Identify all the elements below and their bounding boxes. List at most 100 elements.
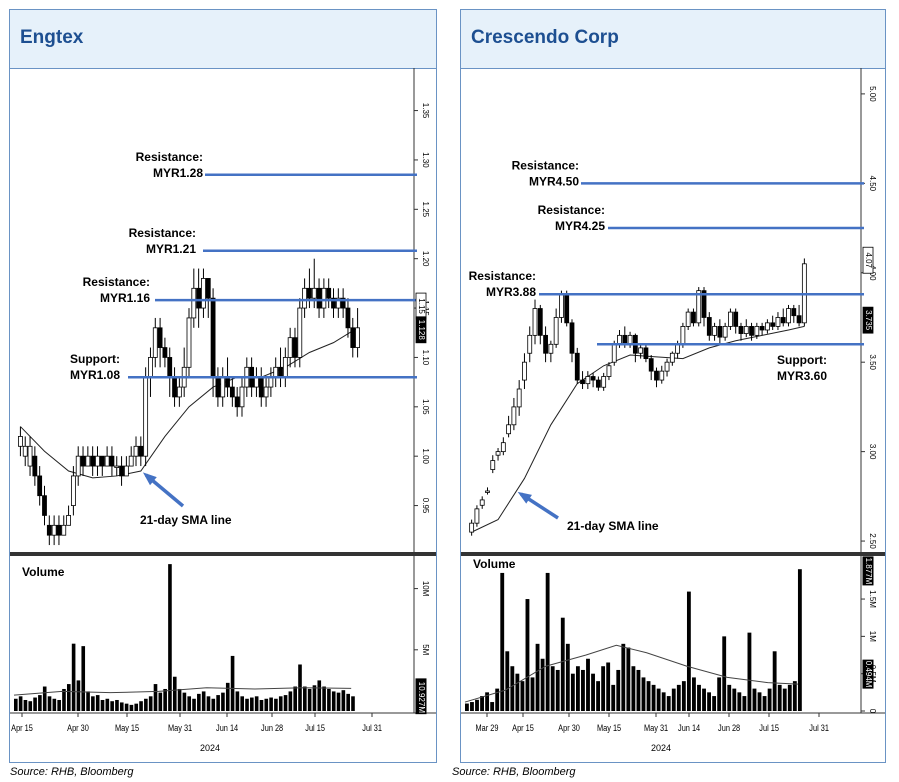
- volume-bar: [601, 666, 606, 711]
- candle-body: [595, 379, 601, 388]
- volume-bar: [727, 684, 732, 711]
- y-tick-label: 2.50: [868, 533, 877, 549]
- volume-bar: [14, 698, 18, 711]
- candle-body: [167, 357, 173, 378]
- level-label: Resistance:: [129, 226, 196, 240]
- volume-bar: [322, 686, 326, 711]
- candle-body: [775, 317, 781, 327]
- candle-body: [786, 308, 791, 324]
- level-label: Resistance:: [136, 150, 203, 164]
- x-tick-label: Apr 15: [11, 723, 33, 733]
- candle-body: [109, 455, 115, 467]
- candle-body: [172, 376, 177, 398]
- volume-bar: [712, 696, 717, 711]
- candle-body: [574, 352, 580, 381]
- candle-body: [292, 337, 298, 358]
- volume-bar: [66, 684, 71, 711]
- volume-bar: [757, 692, 762, 711]
- candle-body: [297, 307, 303, 358]
- candle-body: [580, 379, 585, 385]
- volume-bar: [177, 688, 182, 711]
- candle-body: [123, 465, 129, 477]
- level-label: Resistance:: [538, 203, 605, 217]
- candle-body: [152, 327, 158, 358]
- candle-body: [691, 311, 696, 324]
- volume-bar: [153, 684, 158, 711]
- volume-bar: [480, 696, 484, 711]
- panel-header: Engtex: [10, 10, 436, 69]
- volume-bar: [651, 684, 656, 711]
- volume-bar: [565, 643, 570, 711]
- candle-body: [712, 326, 717, 336]
- volume-tick-label: 1.5M: [868, 590, 877, 608]
- volume-bar: [293, 686, 297, 711]
- candle-body: [780, 317, 786, 324]
- level-value: MYR4.25: [555, 219, 605, 233]
- volume-bar: [646, 681, 651, 711]
- source-note: Source: RHB, Bloomberg: [452, 766, 576, 778]
- candle-body: [234, 396, 240, 408]
- candle-body: [559, 293, 564, 318]
- volume-bar: [697, 684, 701, 711]
- candle-body: [469, 522, 475, 533]
- volume-bar: [762, 696, 767, 711]
- x-tick-label: Mar 29: [476, 723, 499, 733]
- price-label: 1.128: [417, 320, 426, 341]
- price-label: 3.735: [864, 310, 873, 331]
- volume-bar: [134, 703, 139, 711]
- volume-bar: [535, 643, 540, 711]
- volume-bar: [81, 646, 86, 711]
- x-tick-label: Apr 15: [512, 723, 534, 733]
- candle-body: [511, 406, 517, 426]
- volume-bar: [797, 569, 802, 711]
- volume-bar: [752, 688, 757, 711]
- candle-body: [95, 455, 100, 467]
- volume-bar: [225, 682, 230, 711]
- candle-body: [51, 524, 57, 536]
- source-note: Source: RHB, Bloomberg: [10, 766, 134, 778]
- volume-bar: [18, 696, 23, 711]
- volume-bar: [732, 688, 737, 711]
- volume-bar: [560, 617, 565, 711]
- candle-body: [114, 465, 120, 468]
- level-value: MYR1.16: [100, 291, 150, 305]
- candle-body: [287, 337, 293, 358]
- volume-bar: [475, 699, 479, 711]
- level-value: MYR1.08: [70, 368, 120, 382]
- candle-body: [104, 455, 110, 467]
- candle-body: [56, 524, 62, 536]
- candle-body: [717, 326, 723, 338]
- x-tick-label: Jul 31: [362, 723, 382, 733]
- x-tick-label: May 15: [115, 723, 140, 733]
- x-tick-label: Jun 14: [678, 723, 701, 733]
- x-tick-label: Jun 28: [261, 723, 284, 733]
- volume-bar: [570, 673, 575, 711]
- volume-sma-line: [464, 644, 798, 703]
- volume-bar: [221, 692, 225, 711]
- sma-line: [471, 325, 805, 533]
- candle-body: [754, 326, 760, 336]
- volume-bar: [264, 698, 269, 711]
- candle-body: [659, 370, 665, 381]
- volume-bar: [76, 680, 81, 711]
- volume-bar: [777, 684, 782, 711]
- volume-bar: [158, 692, 163, 711]
- candle-body: [495, 451, 501, 456]
- candle-body: [85, 455, 91, 467]
- volume-bar: [550, 666, 555, 711]
- y-tick-label: 3.50: [868, 354, 877, 370]
- volume-bar: [42, 686, 47, 711]
- candle-body: [70, 475, 76, 506]
- volume-bar: [351, 696, 355, 711]
- volume-bar: [530, 677, 535, 711]
- volume-bar: [525, 599, 530, 711]
- candle-body: [590, 376, 596, 381]
- candle-body: [196, 287, 202, 309]
- y-tick-label: 0.95: [421, 498, 430, 514]
- volume-bar: [163, 688, 167, 711]
- engtex-chart: 1.35 1.30 1.25 1.20 1.15 1.10 1.05 1.00 0.95 Resi…: [10, 68, 436, 753]
- candle-body: [527, 334, 533, 354]
- volume-label: 1.877M: [864, 558, 873, 585]
- volume-tick-label: 10M: [421, 581, 430, 597]
- candle-body: [696, 290, 702, 324]
